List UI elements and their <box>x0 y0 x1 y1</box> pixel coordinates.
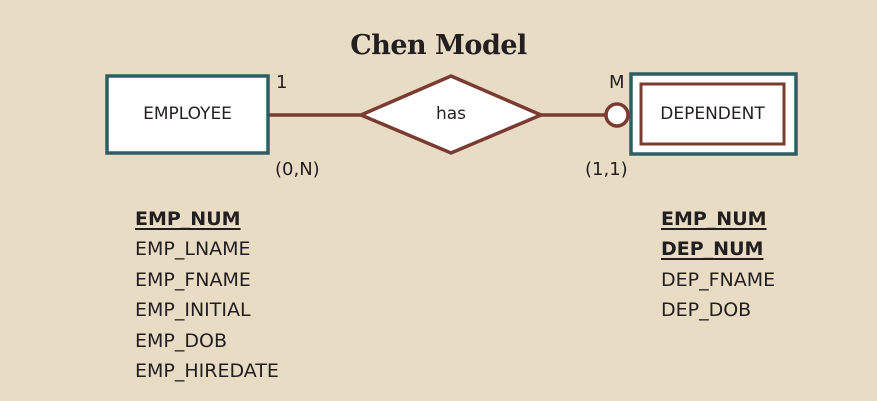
dependent-attribute: DEP_NUM <box>661 238 764 261</box>
employee-entity-label: EMPLOYEE <box>143 104 232 124</box>
dependent-attribute-list: EMP_NUM DEP_NUM DEP_FNAME DEP_DOB <box>661 208 775 330</box>
dependent-entity-label: DEPENDENT <box>660 104 765 124</box>
dependent-attribute: EMP_NUM <box>661 208 767 230</box>
dependent-entity-inner-box <box>639 82 786 146</box>
employee-cardinality-label: (0,N) <box>275 159 320 180</box>
employee-attribute: EMP_LNAME <box>135 238 251 261</box>
employee-attribute: EMP_INITIAL <box>135 299 251 322</box>
has-relationship-label: has <box>435 104 467 124</box>
dependent-cardinality-label: (1,1) <box>585 159 628 180</box>
dependent-attribute: DEP_FNAME <box>661 268 776 291</box>
employee-attribute: EMP_HIREDATE <box>135 359 279 382</box>
dependent-attribute: DEP_DOB <box>661 299 752 322</box>
diagram-title: Chen Model <box>350 30 527 61</box>
employee-entity-box <box>105 74 270 155</box>
employee-attribute: EMP_DOB <box>135 329 227 352</box>
employee-attribute: EMP_NUM <box>135 208 241 230</box>
employee-attribute-list: EMP_NUM EMP_LNAME EMP_FNAME EMP_INITIAL … <box>135 208 279 390</box>
has-relationship-diamond <box>356 74 546 155</box>
employee-attribute: EMP_FNAME <box>135 268 251 291</box>
dependent-connectivity-label: M <box>609 72 625 93</box>
optional-circle-icon <box>604 102 630 128</box>
employee-connectivity-label: 1 <box>276 72 288 93</box>
